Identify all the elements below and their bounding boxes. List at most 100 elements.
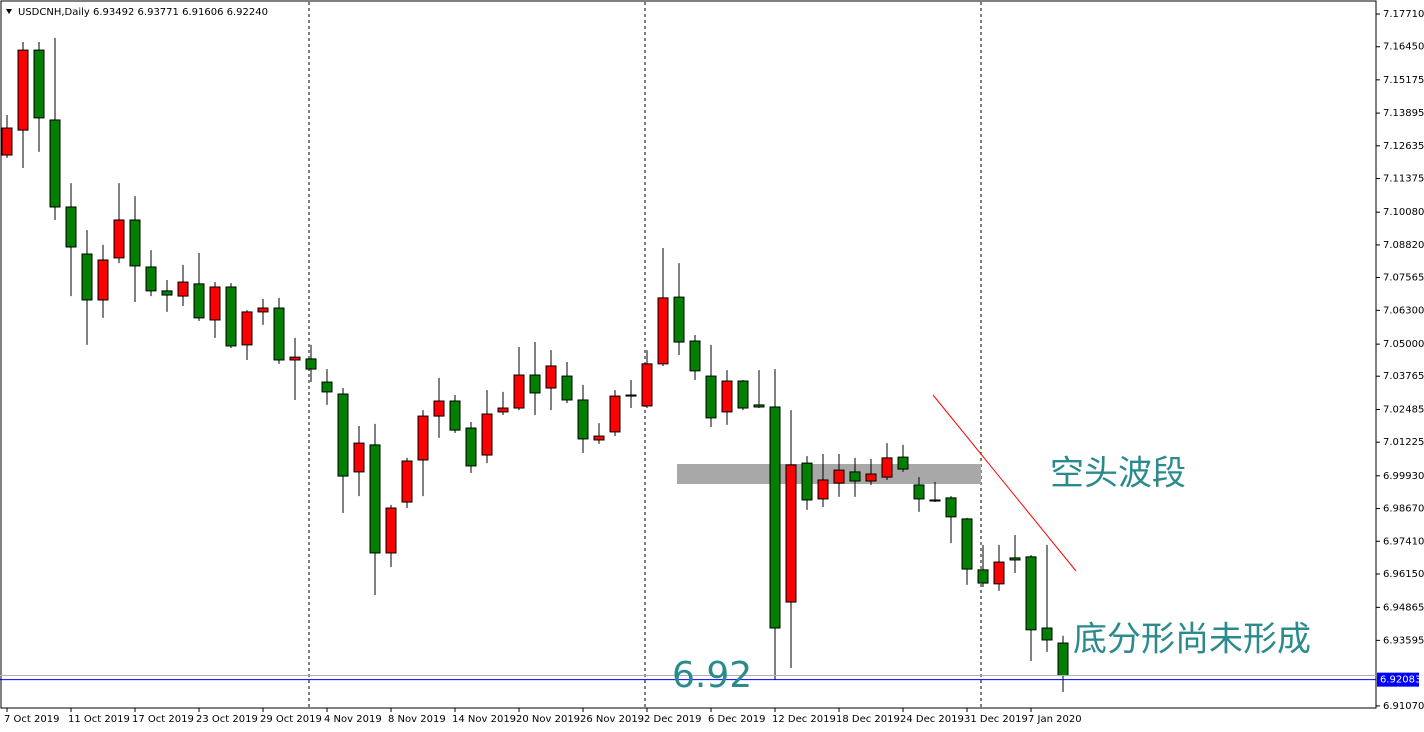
y-tick-label: 7.12635 [1383, 141, 1424, 152]
annotation: 空头波段 [1050, 454, 1186, 494]
candle-body [33, 49, 45, 119]
y-tick-label: 6.93595 [1383, 635, 1424, 646]
candle-body [241, 311, 253, 346]
y-tick-label: 6.94865 [1383, 602, 1424, 613]
candle-body [641, 363, 653, 407]
x-tick-label: 8 Nov 2019 [388, 714, 446, 725]
candle-body [561, 375, 573, 401]
y-tick-label: 7.15175 [1383, 75, 1424, 86]
candle-body [401, 460, 413, 503]
y-tick-label: 7.08820 [1383, 240, 1424, 251]
candle-body [1057, 642, 1069, 677]
plot-frame [0, 0, 1377, 709]
menu-triangle [6, 9, 12, 14]
candle-body [817, 479, 829, 500]
y-tick-label: 6.97410 [1383, 536, 1424, 547]
marks: 7.17710 7.16450 7.15175 7.13895 7.12635 7.113… [0, 9, 1424, 725]
candle-body [657, 297, 669, 365]
x-tick-label: 29 Oct 2019 [260, 714, 322, 725]
candle-body [49, 119, 61, 208]
candle-body [145, 266, 157, 292]
candle-body [609, 395, 621, 433]
candle-body [545, 365, 557, 389]
candle-body [65, 206, 77, 248]
candle-body [353, 442, 365, 473]
candle-body [897, 456, 909, 470]
candle-body [369, 444, 381, 554]
candle-body [289, 356, 301, 361]
annotation: 底分形尚未形成 [1073, 620, 1311, 660]
price-label: 6.92083 [1380, 675, 1421, 686]
candle-body [209, 286, 221, 321]
candle-body [129, 219, 141, 267]
candle-body [1041, 627, 1053, 641]
candle-body [449, 400, 461, 431]
x-tick-label: 7 Oct 2019 [4, 714, 59, 725]
y-tick-label: 7.02485 [1383, 404, 1424, 415]
x-tick-label: 26 Nov 2019 [580, 714, 644, 725]
candle-body [113, 219, 125, 259]
candle-body [321, 381, 333, 393]
x-tick-label: 18 Dec 2019 [836, 714, 900, 725]
candle-body [833, 469, 845, 484]
candle-body [977, 569, 989, 584]
candle-body [481, 413, 493, 456]
candle-body [417, 415, 429, 461]
candle-body [273, 307, 285, 361]
x-tick-label: 14 Nov 2019 [452, 714, 516, 725]
candle-body [497, 407, 509, 413]
y-tick-label: 7.05000 [1383, 339, 1424, 350]
annotation: 6.92 [672, 655, 752, 696]
candle-body [913, 484, 925, 500]
candle-body [161, 290, 173, 296]
y-tick-label: 7.13895 [1383, 108, 1424, 119]
candle-body [385, 507, 397, 554]
candle-body [753, 404, 765, 408]
y-tick-label: 6.96150 [1383, 569, 1424, 580]
candle-body [945, 497, 957, 518]
candle-body [577, 399, 589, 440]
candle-body [785, 464, 797, 603]
candle-body [81, 253, 93, 301]
y-tick-label: 7.01225 [1383, 437, 1424, 448]
y-tick-label: 6.99930 [1383, 471, 1424, 482]
candle-body [1009, 557, 1021, 561]
y-tick-label: 7.07565 [1383, 273, 1424, 284]
y-tick-label: 6.91070 [1383, 701, 1424, 712]
candle-body [17, 49, 29, 131]
candle-body [673, 296, 685, 343]
candle-body [865, 473, 877, 482]
candle-body [97, 259, 109, 301]
candle-body [1, 127, 13, 156]
candle-body [881, 457, 893, 478]
x-tick-label: 12 Dec 2019 [772, 714, 836, 725]
x-tick-label: 24 Dec 2019 [900, 714, 964, 725]
x-tick-label: 11 Oct 2019 [68, 714, 130, 725]
candle-body [193, 283, 205, 319]
range-zone [677, 464, 981, 484]
candle-body [225, 286, 237, 347]
candle-body [689, 340, 701, 372]
candle-body [705, 375, 717, 419]
candle-body [257, 307, 269, 313]
x-tick-label: 6 Dec 2019 [708, 714, 766, 725]
y-tick-label: 6.98670 [1383, 504, 1424, 515]
x-tick-label: 7 Jan 2020 [1028, 714, 1082, 725]
chart-title: USDCNH,Daily 6.93492 6.93771 6.91606 6.9… [18, 7, 268, 18]
x-tick-label: 2 Dec 2019 [644, 714, 702, 725]
candle-body [737, 380, 749, 409]
x-tick-label: 4 Nov 2019 [324, 714, 382, 725]
y-tick-label: 7.11375 [1383, 174, 1424, 185]
candle-body [721, 380, 733, 413]
y-tick-label: 7.16450 [1383, 42, 1424, 53]
candle-body [801, 462, 813, 501]
candle-body [337, 393, 349, 477]
candle-body [465, 427, 477, 467]
price-label-box [1377, 672, 1419, 687]
candle-body [513, 374, 525, 409]
candle-body [961, 518, 973, 570]
candle-body [849, 471, 861, 482]
x-tick-label: 20 Nov 2019 [516, 714, 580, 725]
